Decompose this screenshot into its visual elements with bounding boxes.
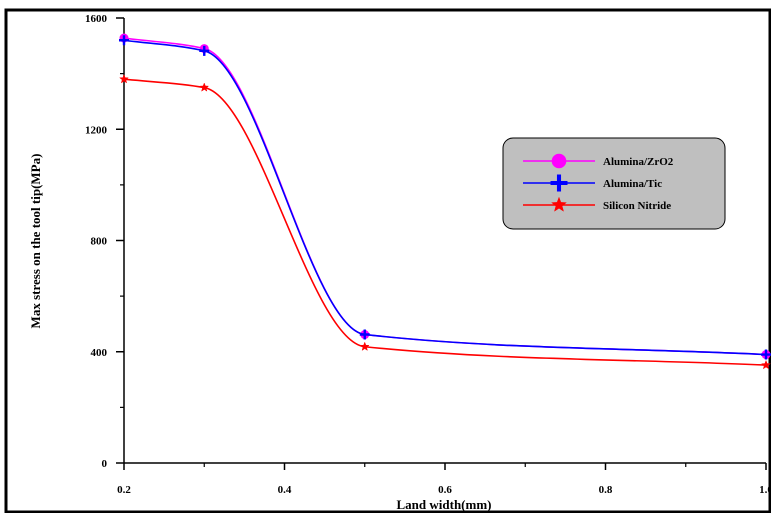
data-point-star — [359, 341, 370, 351]
legend-item: Alumina/Tic — [523, 174, 662, 192]
y-tick-label: 0 — [102, 458, 108, 470]
data-point-star — [761, 359, 771, 370]
y-tick-label: 400 — [91, 347, 108, 359]
plot-frame — [4, 8, 771, 513]
series-3 — [119, 73, 771, 370]
legend-item: Silicon Nitride — [523, 196, 671, 212]
legend-label: Alumina/ZrO2 — [603, 156, 674, 168]
series-2 — [119, 35, 771, 360]
legend-item: Alumina/ZrO2 — [523, 153, 674, 169]
x-tick-label: 0.4 — [278, 484, 292, 496]
data-point-plus — [199, 45, 210, 56]
x-tick-label: 0.2 — [117, 484, 131, 496]
y-tick-label: 800 — [91, 236, 108, 248]
data-point-plus — [359, 329, 370, 340]
legend-label: Alumina/Tic — [603, 178, 662, 190]
y-tick-label: 1600 — [85, 13, 108, 25]
data-point-plus — [119, 35, 129, 46]
legend: Alumina/ZrO2 Alumina/Tic Silicon Nitride — [502, 137, 726, 230]
x-tick-label: 1.0 — [759, 484, 771, 496]
series-line — [123, 39, 767, 356]
x-tick-label: 0.6 — [438, 484, 452, 496]
axes — [123, 18, 766, 464]
x-axis-title: Land width(mm) — [397, 497, 492, 512]
y-tick-label: 1200 — [85, 124, 108, 136]
series-group — [119, 33, 771, 370]
legend-label: Silicon Nitride — [603, 200, 671, 212]
data-point-star — [199, 82, 210, 92]
data-point-star — [551, 196, 567, 212]
x-tick-label: 0.8 — [599, 484, 613, 496]
data-point-plus — [761, 349, 771, 360]
data-point-circle — [551, 153, 567, 169]
data-point-star — [119, 73, 129, 84]
ticks: 0.2 0.4 0.6 0.8 1.0 0 400 800 1200 1600 — [85, 13, 771, 496]
y-axis-title: Max stress on the tool tip(MPa) — [28, 154, 43, 329]
data-point-plus — [550, 174, 568, 192]
series-line — [123, 78, 767, 366]
